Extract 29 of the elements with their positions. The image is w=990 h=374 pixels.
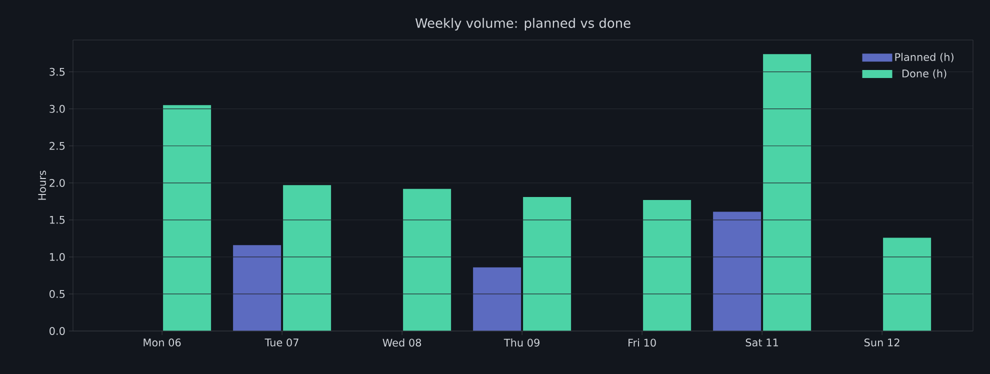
y-tick-label: 1.0 [50, 252, 65, 261]
bar [403, 188, 452, 331]
bar [763, 54, 812, 331]
y-tick-label: 2.5 [50, 142, 65, 150]
legend-label: Planned (h) [895, 52, 954, 62]
bar [283, 185, 332, 331]
bar [523, 196, 572, 331]
x-tick-label: Fri 10 [628, 338, 656, 347]
x-tick-label: Thu 09 [504, 338, 540, 347]
bar [883, 238, 932, 331]
y-tick-label: 0.0 [50, 327, 65, 335]
bar [473, 267, 522, 331]
bar [163, 105, 212, 331]
x-tick-label: Sat 11 [746, 338, 778, 346]
y-tick-label: 1.5 [50, 216, 65, 224]
x-tick-label: Mon 06 [144, 338, 181, 346]
legend-label: Done (h) [902, 69, 946, 79]
bar [643, 200, 692, 331]
y-tick-label: 2.0 [50, 178, 65, 187]
x-tick-label: Tue 07 [264, 338, 298, 346]
y-axis-title: Hours [38, 170, 46, 200]
chart-title: Weekly volume: planned vs done [415, 18, 630, 30]
y-tick-label: 3.0 [50, 104, 65, 113]
x-tick-label: Sun 12 [864, 338, 900, 346]
y-tick-label: 3.5 [50, 68, 65, 76]
x-tick-label: Wed 08 [382, 338, 422, 347]
y-tick-label: 0.5 [50, 290, 65, 298]
bar [713, 212, 762, 331]
bar [233, 245, 282, 331]
